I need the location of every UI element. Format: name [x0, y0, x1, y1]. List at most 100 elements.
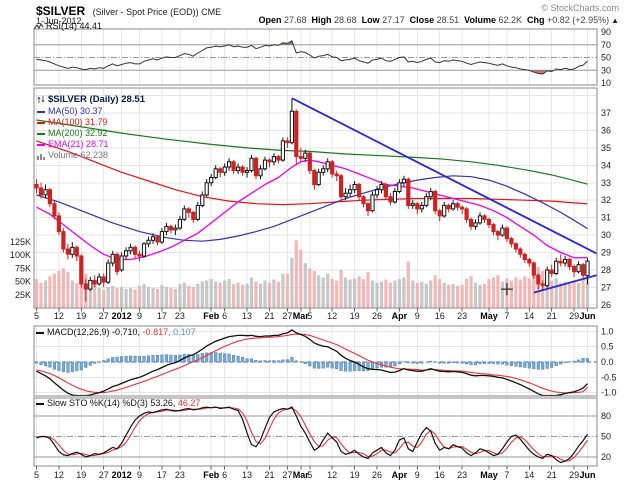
svg-text:9: 9: [415, 470, 420, 480]
svg-text:7: 7: [504, 311, 509, 321]
svg-text:23: 23: [175, 470, 185, 480]
svg-text:26: 26: [601, 300, 611, 310]
ma100-swatch: [37, 121, 45, 124]
rsi-indicator-icon: [34, 22, 44, 29]
svg-text:17: 17: [157, 311, 167, 321]
volume-bars: [34, 240, 590, 308]
svg-text:21: 21: [264, 311, 274, 321]
svg-text:50K: 50K: [15, 277, 31, 287]
volume-legend-label: Volume 62,238: [48, 150, 109, 161]
svg-text:9: 9: [137, 311, 142, 321]
ticker-symbol: $SILVER: [36, 4, 86, 18]
macd-swatch: [36, 331, 44, 334]
main-legend-title-row: $SILVER (Daily) 28.51: [37, 95, 145, 105]
svg-text:17: 17: [157, 470, 167, 480]
ma50-legend-label: MA(50) 30.37: [48, 106, 103, 117]
quote-value: 27.17: [379, 15, 405, 25]
svg-text:19: 19: [76, 311, 86, 321]
change-up-arrow-icon: ▲: [611, 16, 619, 25]
svg-text:34: 34: [601, 160, 611, 170]
svg-text:33: 33: [601, 178, 611, 188]
svg-text:125K: 125K: [10, 237, 31, 247]
quote-summary: Open 27.68 High 28.68 Low 27.17 Close 28.51…: [254, 15, 620, 25]
svg-text:27: 27: [99, 470, 109, 480]
svg-text:21: 21: [547, 470, 557, 480]
svg-text:19: 19: [76, 470, 86, 480]
svg-text:9: 9: [137, 470, 142, 480]
svg-text:23: 23: [175, 311, 185, 321]
svg-text:16: 16: [435, 311, 445, 321]
svg-text:27: 27: [99, 311, 109, 321]
ma100-legend-label: MA(100) 31.79: [48, 117, 108, 128]
sto-k-line: [36, 406, 588, 464]
ticker-description: (Silver - Spot Price (EOD)) CME: [92, 7, 222, 17]
svg-text:21: 21: [264, 470, 274, 480]
quote-value: 27.68: [281, 15, 307, 25]
ma100-legend: MA(100) 31.79: [37, 117, 145, 127]
svg-text:12: 12: [54, 470, 64, 480]
svg-text:13: 13: [242, 311, 252, 321]
svg-text:29: 29: [601, 248, 611, 258]
sto-swatch: [36, 402, 44, 405]
quote-value: 62.2K: [496, 15, 523, 25]
svg-text:30: 30: [601, 230, 611, 240]
svg-text:28: 28: [601, 265, 611, 275]
macd-signal-value: -0.817,: [142, 327, 171, 337]
svg-text:23: 23: [457, 311, 467, 321]
svg-text:35: 35: [601, 143, 611, 153]
candlesticks: [34, 99, 590, 302]
rsi-panel: [34, 40, 597, 75]
svg-text:13: 13: [242, 470, 252, 480]
svg-text:25K: 25K: [15, 290, 31, 300]
svg-text:16: 16: [435, 470, 445, 480]
macd-legend: MACD(12,26,9) -0.710, -0.817, 0.107: [36, 327, 196, 337]
svg-text:10: 10: [601, 78, 611, 88]
svg-text:14: 14: [524, 470, 534, 480]
svg-text:9: 9: [415, 311, 420, 321]
main-legend: $SILVER (Daily) 28.51 MA(50) 30.37 MA(10…: [37, 95, 145, 160]
quote-label: Low: [361, 15, 380, 25]
svg-text:2012: 2012: [112, 470, 132, 480]
svg-text:14: 14: [524, 311, 534, 321]
svg-text:21: 21: [547, 311, 557, 321]
ema21-legend-label: EMA(21) 28.71: [48, 139, 109, 150]
svg-text:29: 29: [569, 311, 579, 321]
quote-label: Chg: [527, 15, 545, 25]
sto-d-line: [36, 406, 588, 462]
svg-text:Feb: Feb: [203, 470, 220, 480]
svg-text:27: 27: [282, 470, 292, 480]
svg-text:6: 6: [222, 311, 227, 321]
svg-text:5: 5: [307, 470, 312, 480]
sto-d-value: 46.27: [177, 398, 201, 408]
svg-text:26: 26: [372, 311, 382, 321]
macd-legend-label: MACD(12,26,9) -0.710,: [47, 327, 141, 337]
svg-text:12: 12: [327, 311, 337, 321]
ma100-line: [36, 140, 588, 206]
annotation-arrows-icon: [37, 96, 45, 103]
quote-label: Open: [258, 15, 282, 25]
svg-text:12: 12: [54, 311, 64, 321]
svg-text:50: 50: [601, 431, 611, 441]
svg-text:5: 5: [34, 311, 39, 321]
svg-text:-1.0: -1.0: [601, 388, 617, 398]
svg-text:19: 19: [350, 311, 360, 321]
svg-text:0.0: 0.0: [601, 357, 614, 367]
svg-text:70: 70: [601, 40, 611, 50]
axis-labels: 90 70 50 30 10 37 36 35 34 33 32 31 30 29 28 27 26 1.0 0.5…: [10, 27, 617, 480]
svg-text:100K: 100K: [10, 250, 31, 260]
svg-text:Apr: Apr: [392, 470, 408, 480]
cross-annotation: [500, 283, 513, 296]
main-legend-title: $SILVER (Daily) 28.51: [48, 94, 145, 106]
ma200-legend-label: MA(200) 32.92: [48, 128, 108, 139]
ma200-line: [36, 119, 588, 185]
svg-text:1.0: 1.0: [601, 326, 614, 336]
svg-text:6: 6: [222, 470, 227, 480]
svg-text:Jun: Jun: [580, 311, 596, 321]
svg-text:23: 23: [457, 470, 467, 480]
quote-value: 28.51: [434, 15, 460, 25]
ema21-swatch: [37, 143, 45, 146]
ma200-swatch: [37, 132, 45, 135]
svg-text:0.5: 0.5: [601, 342, 614, 352]
